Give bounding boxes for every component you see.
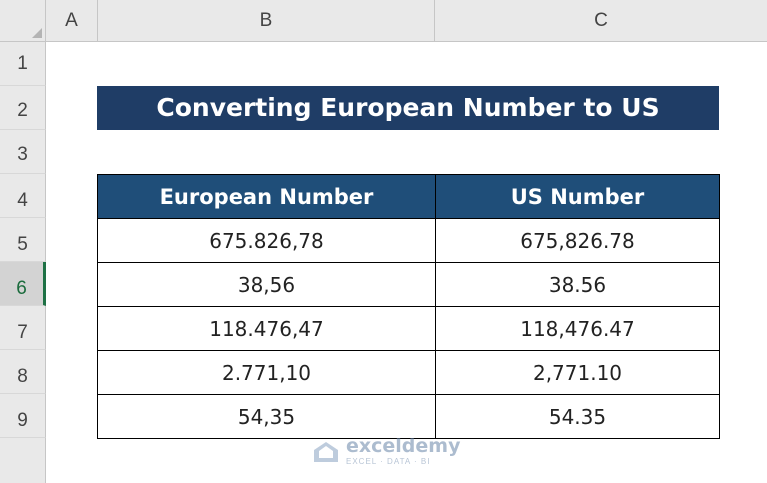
us-number-cell[interactable]: 2,771.10 [435,350,720,395]
european-number-cell[interactable]: 118.476,47 [97,306,436,351]
row-header-5[interactable]: 5 [0,218,46,262]
sheet-title[interactable]: Converting European Number to US Number [97,86,719,166]
select-all-icon [32,28,42,38]
watermark-name: exceldemy [346,435,461,457]
table-row: 675.826,78 675,826.78 [97,218,720,263]
us-number-cell[interactable]: 54.35 [435,394,720,439]
european-number-cell[interactable]: 675.826,78 [97,218,436,263]
table-row: 38,56 38.56 [97,262,720,307]
exceldemy-watermark: exceldemy EXCEL · DATA · BI [312,437,460,466]
row-header-8[interactable]: 8 [0,350,46,394]
european-number-cell[interactable]: 54,35 [97,394,436,439]
table-row: 118.476,47 118,476.47 [97,306,720,351]
row-header-6[interactable]: 6 [0,262,46,306]
us-number-cell[interactable]: 38.56 [435,262,720,307]
european-number-cell[interactable]: 38,56 [97,262,436,307]
column-header-c[interactable]: C [435,0,767,42]
row-header-7[interactable]: 7 [0,306,46,350]
european-number-cell[interactable]: 2.771,10 [97,350,436,395]
column-header-b[interactable]: B [98,0,435,42]
exceldemy-logo-icon [314,441,338,462]
watermark-tagline: EXCEL · DATA · BI [346,457,431,466]
row-header-2[interactable]: 2 [0,86,46,130]
us-number-cell[interactable]: 118,476.47 [435,306,720,351]
row-header-10[interactable] [0,438,46,483]
us-number-cell[interactable]: 675,826.78 [435,218,720,263]
row-header-4[interactable]: 4 [0,174,46,218]
select-all-corner[interactable] [0,0,46,42]
table-row: 54,35 54.35 [97,394,720,439]
table-row: 2.771,10 2,771.10 [97,350,720,395]
watermark-text: exceldemy EXCEL · DATA · BI [346,437,460,466]
header-us-number[interactable]: US Number [435,174,720,219]
table-header-row: European Number US Number [97,174,720,219]
row-header-3[interactable]: 3 [0,130,46,174]
conversion-table: European Number US Number 675.826,78 675… [97,174,720,439]
row-header-9[interactable]: 9 [0,394,46,438]
column-header-a[interactable]: A [46,0,98,42]
header-european-number[interactable]: European Number [97,174,436,219]
row-header-1[interactable]: 1 [0,42,46,86]
